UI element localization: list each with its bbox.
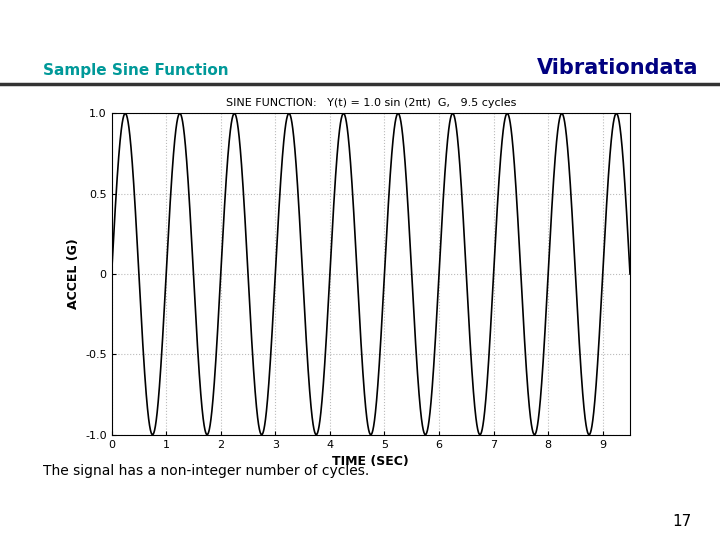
Text: 17: 17 [672, 514, 691, 529]
Y-axis label: ACCEL (G): ACCEL (G) [66, 239, 79, 309]
Text: Sample Sine Function: Sample Sine Function [43, 63, 229, 78]
Text: The signal has a non-integer number of cycles.: The signal has a non-integer number of c… [43, 464, 369, 478]
X-axis label: TIME (SEC): TIME (SEC) [333, 455, 409, 468]
Text: Vibrationdata: Vibrationdata [537, 58, 698, 78]
Title: SINE FUNCTION:   Y(t) = 1.0 sin (2πt)  G,   9.5 cycles: SINE FUNCTION: Y(t) = 1.0 sin (2πt) G, 9… [225, 98, 516, 109]
